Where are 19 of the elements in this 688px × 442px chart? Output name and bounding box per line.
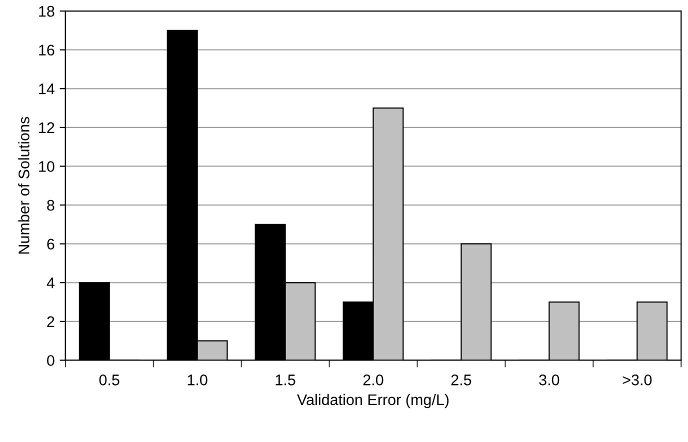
x-tick-label: 2.5	[451, 374, 472, 386]
y-tick-label: 12	[39, 122, 54, 133]
y-tick-label: 8	[47, 200, 54, 211]
y-tick-label: 6	[47, 238, 54, 250]
y-tick-label: 10	[39, 161, 54, 172]
x-axis-title: Validation Error (mg/L)	[297, 394, 449, 408]
y-tick-label: 4	[46, 278, 54, 288]
x-tick-label: 0.5	[99, 374, 120, 386]
y-tick-label: 18	[39, 6, 54, 17]
x-tick-label: >3.0	[622, 374, 652, 386]
y-tick-label: 2	[47, 316, 54, 327]
x-tick-label: 2.0	[363, 374, 384, 386]
y-tick-label: 16	[39, 44, 54, 56]
y-tick-label: 14	[39, 84, 54, 94]
x-tick-label: 3.0	[539, 374, 560, 386]
x-tick-label: 1.5	[276, 374, 296, 386]
y-axis-title: Number of Solutions	[18, 116, 30, 254]
x-tick-label: 1.0	[188, 374, 208, 386]
y-tick-label: 0	[47, 355, 54, 366]
